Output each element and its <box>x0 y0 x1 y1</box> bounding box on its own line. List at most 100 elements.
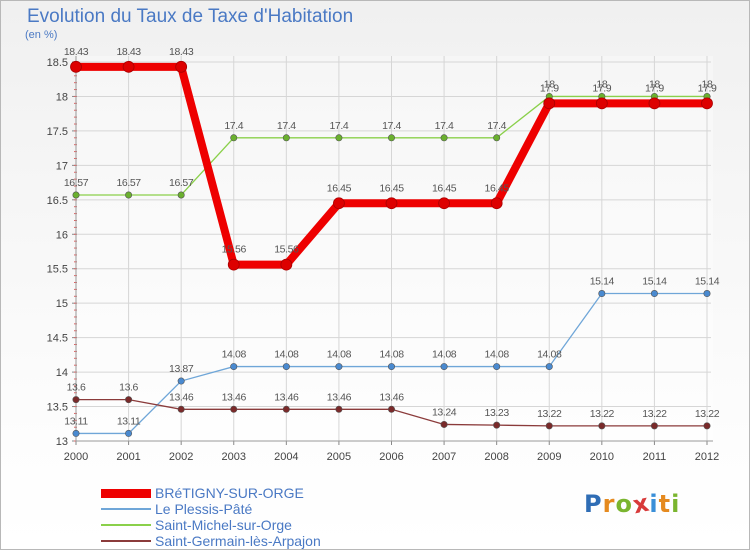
data-label: 14.08 <box>379 349 404 361</box>
data-point <box>701 97 713 110</box>
data-label: 16.45 <box>327 182 352 194</box>
legend-swatch <box>101 540 151 542</box>
data-point <box>72 191 80 199</box>
y-tick-label: 16 <box>56 229 68 241</box>
data-label: 17.4 <box>487 120 506 132</box>
data-label: 13.11 <box>64 415 88 427</box>
data-point <box>282 134 290 142</box>
y-tick-label: 18 <box>56 91 68 103</box>
x-tick-label: 2012 <box>695 451 719 463</box>
data-label: 17.4 <box>277 120 296 132</box>
y-tick-label: 15.5 <box>47 264 68 276</box>
legend-item: Le Plessis-Pâté <box>101 501 401 517</box>
data-point <box>335 405 343 413</box>
legend-label: Saint-Michel-sur-Orge <box>155 517 292 533</box>
data-point <box>387 134 395 142</box>
brand-letter: i <box>649 490 659 518</box>
brand-letter: t <box>658 490 672 518</box>
data-label: 13.24 <box>432 406 457 418</box>
data-point <box>493 363 501 371</box>
data-label: 17.4 <box>329 120 348 132</box>
data-point <box>177 405 185 413</box>
data-label: 18 <box>544 78 555 90</box>
data-label: 14.08 <box>327 349 352 361</box>
data-point <box>385 197 398 210</box>
data-label: 15.14 <box>642 276 667 288</box>
data-label: 13.11 <box>117 415 141 427</box>
x-tick-label: 2000 <box>64 451 88 463</box>
x-tick-label: 2001 <box>116 451 140 463</box>
data-label: 16.57 <box>116 177 141 189</box>
plot-area <box>76 56 713 441</box>
y-tick-label: 15 <box>56 298 68 310</box>
data-point <box>230 405 238 413</box>
data-point <box>177 191 185 199</box>
data-label: 14.08 <box>222 349 247 361</box>
x-tick-label: 2008 <box>484 451 508 463</box>
data-label: 14.08 <box>485 349 510 361</box>
data-label: 13.22 <box>590 408 615 420</box>
data-label: 13.22 <box>537 408 562 420</box>
data-point <box>280 258 293 271</box>
data-point <box>335 363 343 371</box>
data-label: 17.9 <box>592 82 611 94</box>
data-point <box>125 396 133 404</box>
y-tick-label: 17.5 <box>47 126 68 138</box>
data-point <box>703 290 711 298</box>
data-label: 13.23 <box>485 407 510 419</box>
data-point <box>227 258 240 271</box>
data-point <box>595 97 608 110</box>
data-label: 13.46 <box>169 391 194 403</box>
data-point <box>438 197 450 210</box>
brand-logo: Proxiti <box>584 489 681 520</box>
data-label: 15.56 <box>274 244 299 256</box>
data-label: 18.43 <box>169 46 194 58</box>
legend-item: Saint-Michel-sur-Orge <box>101 517 401 533</box>
x-tick-label: 2002 <box>169 451 193 463</box>
data-label: 16.45 <box>485 182 510 194</box>
data-label: 14.08 <box>274 349 299 361</box>
data-point <box>387 363 395 371</box>
brand-letter: i <box>671 490 681 518</box>
data-point <box>440 420 448 428</box>
legend-item: Saint-Germain-lès-Arpajon <box>101 533 401 549</box>
data-label: 13.46 <box>379 391 404 403</box>
data-point <box>545 363 553 371</box>
data-point <box>648 97 661 110</box>
y-tick-label: 14.5 <box>47 333 68 345</box>
unit-label: (en %) <box>25 29 58 41</box>
data-label: 18 <box>596 78 607 90</box>
legend-swatch <box>101 508 151 510</box>
data-label: 13.87 <box>169 363 194 375</box>
legend: BRéTIGNY-SUR-ORGE Le Plessis-Pâté Saint-Mi… <box>101 485 401 549</box>
legend-label: Le Plessis-Pâté <box>155 501 253 517</box>
data-point <box>490 197 503 210</box>
data-point <box>440 134 448 142</box>
y-tick-label: 17 <box>56 160 68 172</box>
data-point <box>230 363 238 371</box>
data-point <box>125 191 133 199</box>
data-label: 17.9 <box>698 82 717 94</box>
x-tick-label: 2004 <box>274 451 298 463</box>
data-point <box>335 134 343 142</box>
data-label: 18 <box>649 78 660 90</box>
x-tick-label: 2009 <box>537 451 561 463</box>
data-point <box>177 377 185 385</box>
brand-letter: o <box>615 490 633 518</box>
chart-title: Evolution du Taux de Taxe d'Habitation <box>27 6 354 27</box>
data-point <box>650 290 658 298</box>
data-label: 14.08 <box>537 349 562 361</box>
data-label: 16.57 <box>64 177 89 189</box>
y-tick-label: 18.5 <box>47 57 68 69</box>
data-point <box>333 197 345 210</box>
x-tick-label: 2006 <box>379 451 403 463</box>
data-label: 16.45 <box>432 182 457 194</box>
data-point <box>230 134 238 142</box>
x-tick-label: 2003 <box>222 451 246 463</box>
data-label: 17.9 <box>540 82 559 94</box>
data-point <box>72 396 80 404</box>
data-label: 17.4 <box>435 120 454 132</box>
data-label: 15.14 <box>590 276 615 288</box>
data-label: 13.46 <box>327 391 352 403</box>
